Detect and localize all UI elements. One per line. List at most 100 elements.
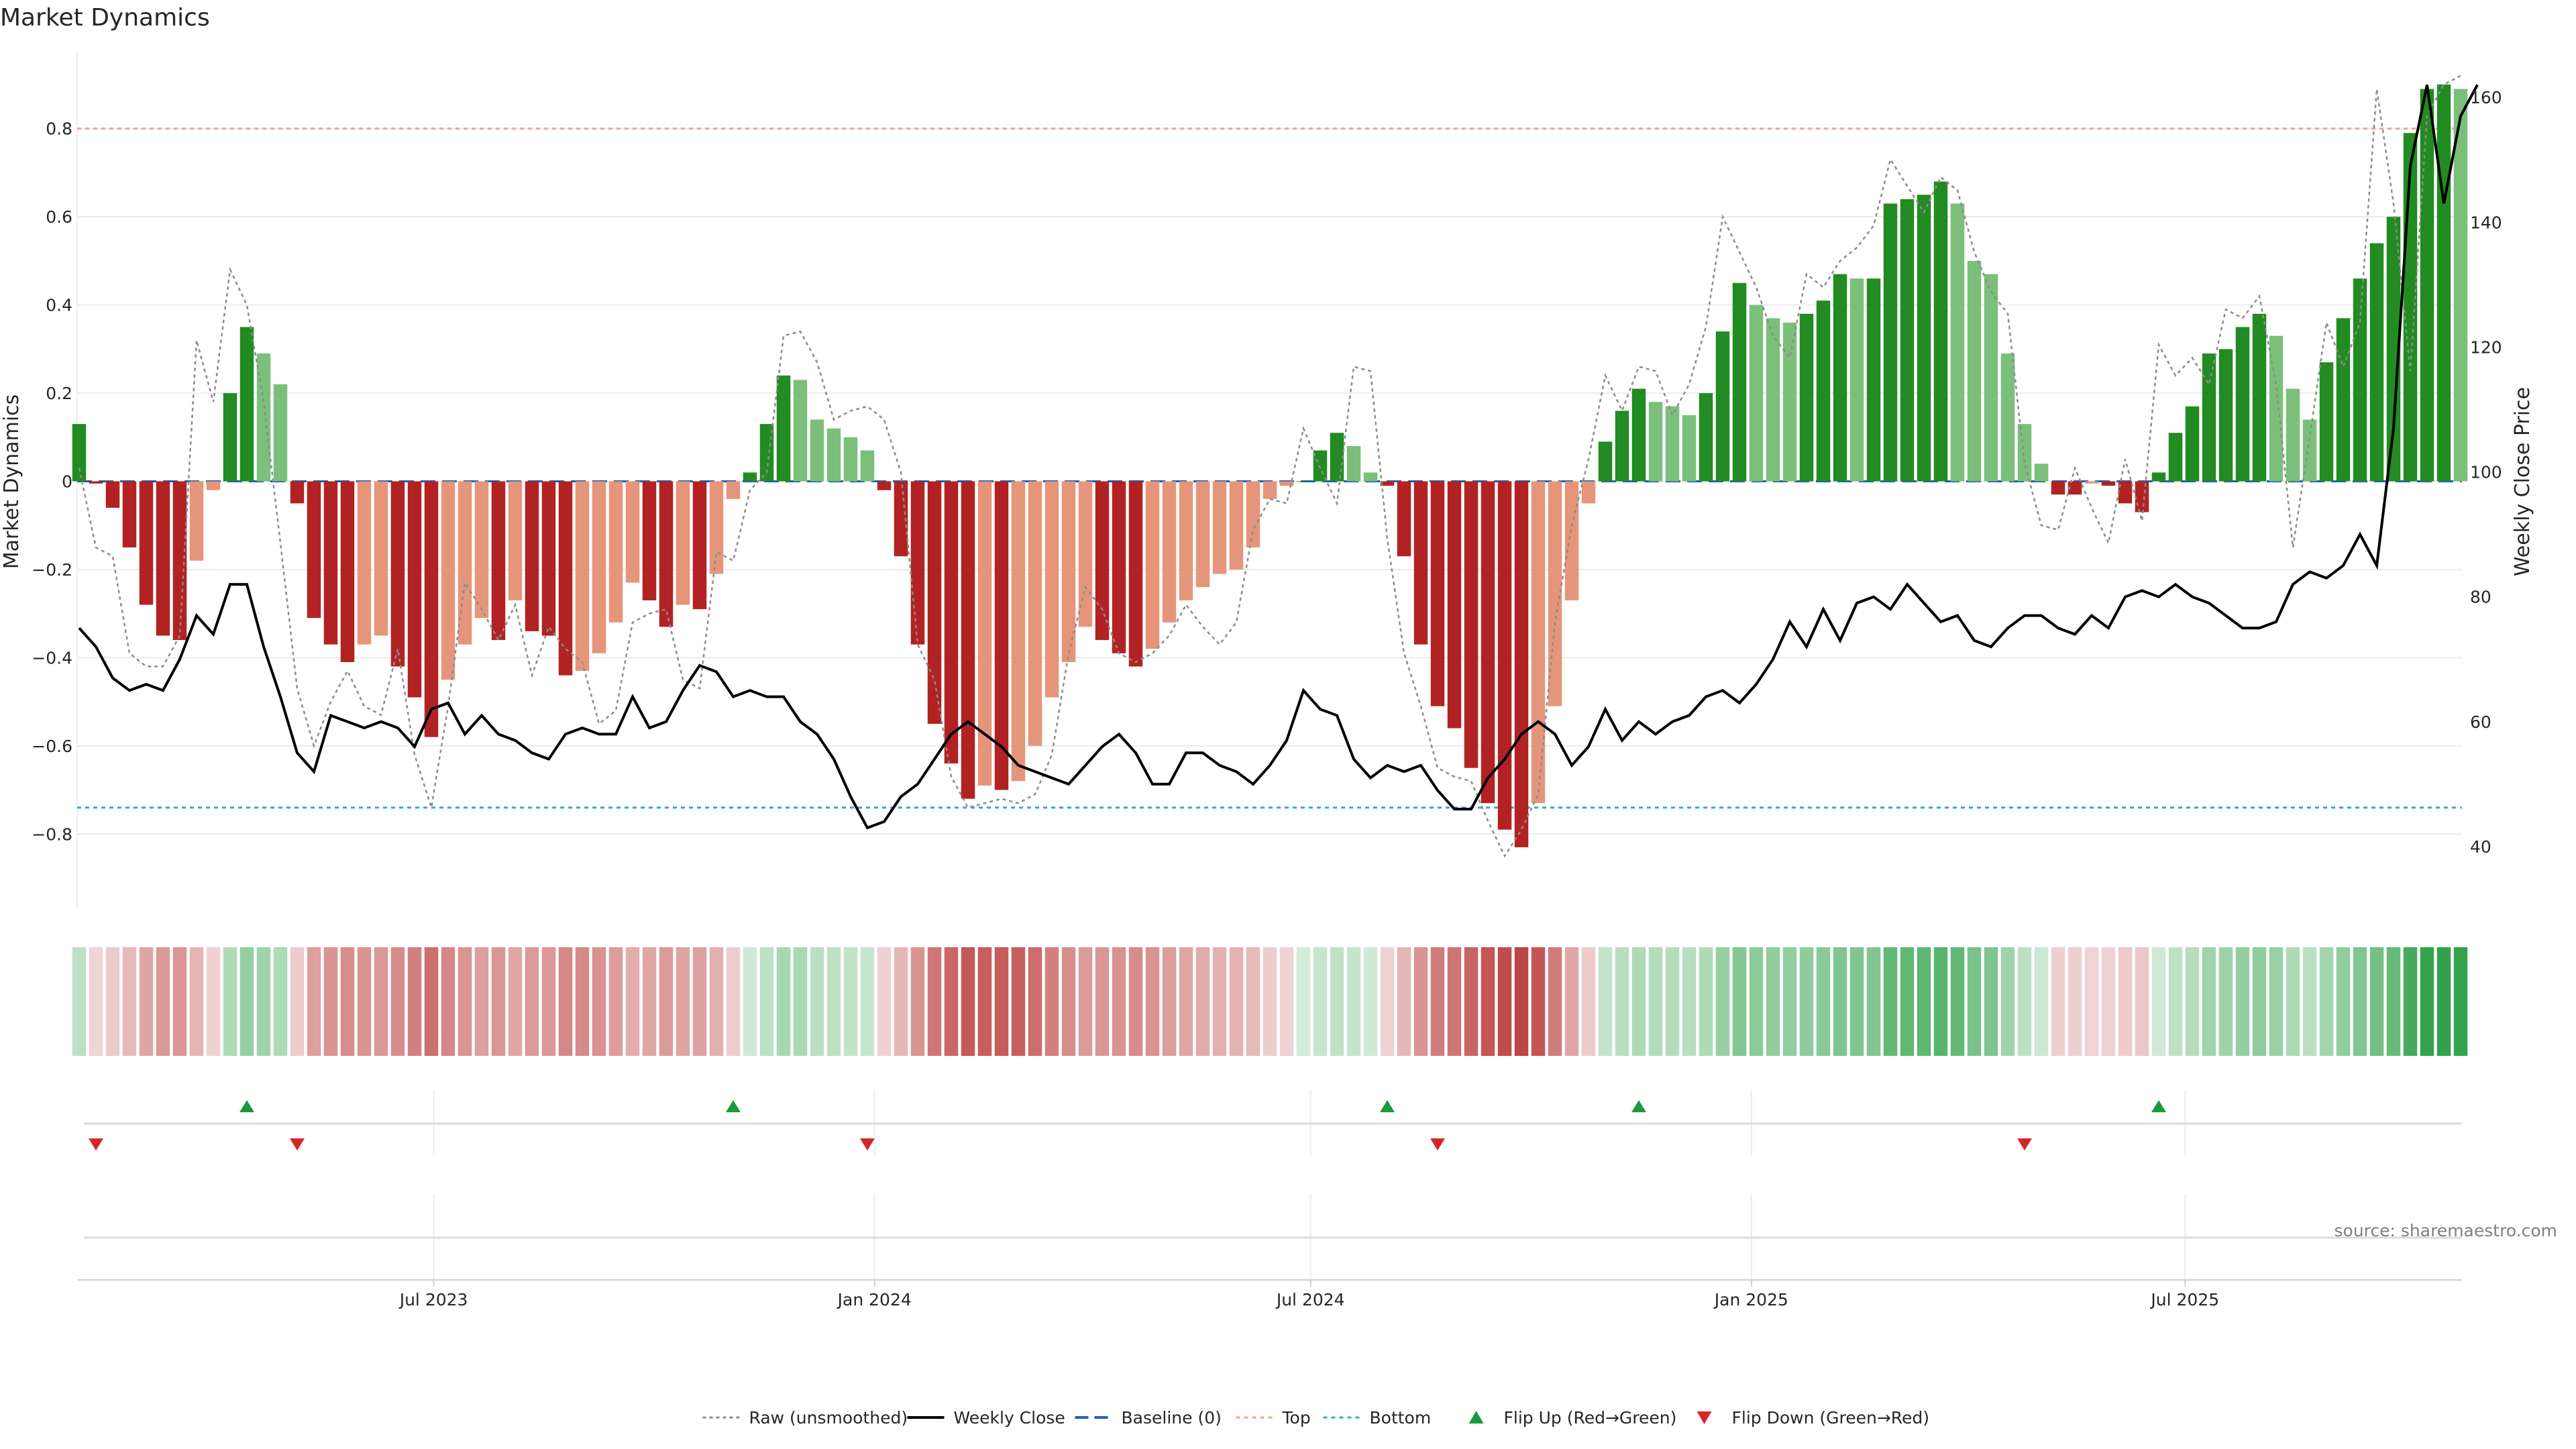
legend-item-top: Top	[1236, 1408, 1311, 1428]
bar	[743, 472, 757, 482]
raw-series-line	[78, 74, 2461, 858]
heat-cell	[1246, 947, 1260, 1056]
bar	[2436, 85, 2451, 482]
bar	[2084, 481, 2099, 484]
bar-series	[72, 85, 2468, 847]
bar	[1330, 433, 1344, 482]
heat-cell	[1917, 947, 1931, 1056]
heat-cell	[1413, 947, 1428, 1056]
heat-cell	[558, 947, 573, 1056]
bar	[1044, 481, 1059, 698]
heat-cell	[1682, 947, 1697, 1056]
heat-cell	[1615, 947, 1629, 1056]
bar	[1766, 318, 1780, 482]
bar	[810, 419, 824, 482]
heat-cell	[1195, 947, 1210, 1056]
bar	[290, 481, 305, 504]
heat-cell	[1598, 947, 1613, 1056]
heat-cell	[2118, 947, 2133, 1056]
flip-down-marker	[1430, 1138, 1445, 1150]
bar	[1497, 481, 1512, 830]
bar	[1397, 481, 1411, 557]
bar	[826, 428, 841, 482]
heat-cell	[1095, 947, 1110, 1056]
legend-item-baseline: Baseline (0)	[1075, 1408, 1222, 1428]
bar	[1699, 393, 1713, 482]
x-tick-label: Jul 2024	[1275, 1290, 1345, 1309]
heat-cell	[2336, 947, 2351, 1056]
bar	[2185, 406, 2200, 482]
source-label: source: sharemaestro.com	[2334, 1221, 2558, 1240]
heat-cell	[659, 947, 674, 1056]
bar	[1246, 481, 1260, 548]
legend-item-bottom: Bottom	[1323, 1408, 1432, 1428]
x-tick-label: Jul 2025	[2149, 1290, 2219, 1309]
bar	[1179, 481, 1193, 600]
heat-cell	[1715, 947, 1730, 1056]
y-right-tick-label: 60	[2470, 712, 2491, 732]
bar	[1263, 481, 1277, 499]
heat-cell	[1229, 947, 1244, 1056]
bar	[1212, 481, 1227, 574]
heat-cell	[1732, 947, 1747, 1056]
heat-cell	[2319, 947, 2334, 1056]
heat-cell	[72, 947, 87, 1056]
line-series	[78, 74, 2479, 858]
bar	[1615, 411, 1629, 482]
bar	[1581, 481, 1596, 504]
bar	[1883, 203, 1898, 482]
flip-up-marker	[1631, 1100, 1646, 1112]
heat-cell	[2101, 947, 2116, 1056]
heat-cell	[1699, 947, 1713, 1056]
heat-cell	[1464, 947, 1479, 1056]
heat-cell	[2235, 947, 2250, 1056]
heat-cell	[2017, 947, 2032, 1056]
bar	[374, 481, 388, 636]
heat-cell	[1296, 947, 1311, 1056]
weekly-close-line	[78, 84, 2479, 830]
flip-up-marker	[239, 1100, 254, 1112]
legend: Raw (unsmoothed) Weekly Close Baseline (0)…	[702, 1408, 1929, 1428]
chart-title: Market Dynamics	[0, 4, 210, 32]
heat-cell	[1766, 947, 1780, 1056]
heat-cell	[508, 947, 523, 1056]
heat-cell	[1531, 947, 1546, 1056]
bar	[2068, 481, 2082, 495]
heat-cell	[1883, 947, 1898, 1056]
bar	[642, 481, 657, 600]
bar	[2235, 327, 2250, 482]
heat-cell	[592, 947, 606, 1056]
bar	[2051, 481, 2065, 495]
heat-cell	[1749, 947, 1764, 1056]
y-tick-label: 0.6	[46, 207, 72, 227]
heat-cell	[2034, 947, 2049, 1056]
heat-cell	[223, 947, 237, 1056]
legend-item-raw: Raw (unsmoothed)	[702, 1408, 908, 1428]
bar	[2319, 362, 2334, 482]
heat-cell	[340, 947, 355, 1056]
bar	[692, 481, 707, 610]
bar	[525, 481, 539, 631]
bar	[239, 327, 254, 482]
bar	[2420, 89, 2434, 482]
flip-up-marker	[2151, 1100, 2166, 1112]
legend-label: Bottom	[1370, 1408, 1432, 1428]
bar	[1531, 481, 1546, 804]
heat-cell	[2453, 947, 2468, 1056]
axes: −0.8 −0.6 −0.4 −0.2 0 0.2 0.4 0.6 0.8 40 60 80 100 12…	[0, 88, 2534, 857]
legend-label: Raw (unsmoothed)	[749, 1408, 908, 1428]
bar	[2118, 481, 2133, 504]
lower-panel: Jul 2023 Jan 2024 Jul 2024 Jan 2025 Jul 2025	[77, 1194, 2462, 1309]
heat-cell	[374, 947, 388, 1056]
bar	[1195, 481, 1210, 588]
bar	[676, 481, 690, 605]
x-tick-label: Jan 2025	[1713, 1290, 1788, 1309]
bar	[491, 481, 506, 641]
y-tick-label: −0.6	[32, 737, 72, 756]
heat-cell	[944, 947, 959, 1056]
bar	[1631, 388, 1646, 482]
bar	[1648, 402, 1663, 482]
bar	[1112, 481, 1126, 653]
heat-cell	[776, 947, 791, 1056]
